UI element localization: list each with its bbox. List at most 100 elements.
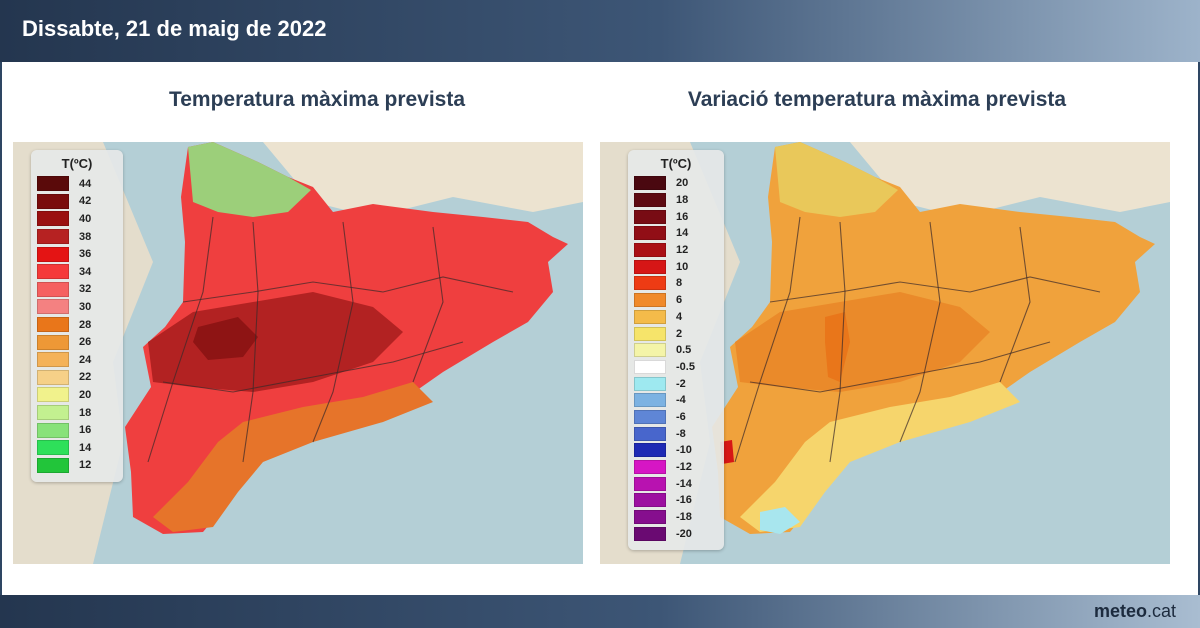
legend-value: -10 (676, 444, 692, 457)
map-temperature-variation: T(ºC) 20 18 16 14 12 10 8 6 4 2 0.5 -0.5 -2 -4 -6 -8 -10… (600, 142, 1170, 564)
brand-suffix: .cat (1146, 601, 1176, 621)
legend-swatch (634, 443, 666, 458)
legend-row: 40 (37, 210, 117, 228)
legend-row: 44 (37, 175, 117, 193)
legend-swatch (37, 193, 69, 209)
legend-title: T(ºC) (61, 156, 93, 171)
legend-value: 14 (79, 441, 92, 454)
inland-hot-area (148, 292, 403, 392)
legend-value: 30 (79, 300, 92, 313)
legend-swatch (634, 359, 666, 374)
legend-swatch (37, 299, 69, 315)
legend-row: 26 (37, 333, 117, 351)
legend-swatch (37, 176, 69, 192)
legend-swatch (634, 226, 666, 241)
legend-row: 16 (37, 421, 117, 439)
legend-row: -4 (634, 392, 718, 409)
legend-swatch (634, 409, 666, 424)
legend-swatch (37, 422, 69, 438)
legend-row: -6 (634, 409, 718, 426)
legend-swatch (634, 193, 666, 208)
legend-swatch (37, 229, 69, 245)
legend-value: 40 (79, 212, 92, 225)
content-frame: Temperatura màxima prevista Variació tem… (0, 62, 1200, 595)
legend-levels: 44 42 40 38 36 34 32 30 28 26 24 22 20 18 16 14 12 (37, 175, 117, 474)
lleida-hottest-area (193, 317, 258, 360)
legend-row: 30 (37, 298, 117, 316)
legend-row: 14 (634, 225, 718, 242)
legend-value: -18 (676, 511, 692, 524)
legend-value: 20 (676, 177, 689, 190)
legend-swatch (37, 281, 69, 297)
legend-row: 4 (634, 309, 718, 326)
legend-value: 26 (79, 336, 92, 349)
legend-row: 20 (37, 386, 117, 404)
legend-value: 24 (79, 353, 92, 366)
legend-swatch (634, 460, 666, 475)
legend-levels: 20 18 16 14 12 10 8 6 4 2 0.5 -0.5 -2 -4 -6 -8 -10 -12 -14… (634, 175, 718, 542)
legend-value: -14 (676, 477, 692, 490)
legend-value: 4 (676, 310, 683, 323)
date-title: Dissabte, 21 de maig de 2022 (22, 16, 327, 41)
legend-value: 6 (676, 294, 683, 307)
legend-swatch (634, 276, 666, 291)
legend-value: 42 (79, 195, 92, 208)
legend-row: 6 (634, 292, 718, 309)
legend-value: 18 (676, 194, 689, 207)
legend-row: 22 (37, 369, 117, 387)
legend-swatch (37, 264, 69, 280)
legend-value: 0.5 (676, 344, 692, 357)
legend-row: -20 (634, 525, 718, 542)
legend-max-temp: T(ºC) 44 42 40 38 36 34 32 30 28 26 24 22 20 18 16 14 12 (31, 150, 123, 483)
legend-swatch (37, 440, 69, 456)
legend-value: 22 (79, 371, 92, 384)
legend-swatch (37, 317, 69, 333)
legend-swatch (634, 176, 666, 191)
legend-row: 8 (634, 275, 718, 292)
legend-row: 12 (634, 242, 718, 259)
pyrenees-area (775, 142, 898, 217)
legend-value: 2 (676, 327, 683, 340)
legend-value: -20 (676, 527, 692, 540)
legend-row: 18 (634, 192, 718, 209)
legend-swatch (634, 493, 666, 508)
legend-swatch (634, 309, 666, 324)
brand-bold: meteo (1093, 601, 1147, 621)
land-north (850, 142, 1170, 217)
county-borders (734, 216, 1101, 463)
header-bar: Dissabte, 21 de maig de 2022 (0, 0, 1200, 62)
inland-strong-increase (825, 312, 850, 382)
legend-row: 14 (37, 439, 117, 457)
legend-value: -2 (676, 377, 686, 390)
legend-row: -8 (634, 425, 718, 442)
legend-row: 24 (37, 351, 117, 369)
legend-value: 8 (676, 277, 683, 290)
legend-swatch (37, 246, 69, 262)
legend-swatch (37, 369, 69, 385)
legend-swatch (634, 259, 666, 274)
legend-swatch (634, 209, 666, 224)
legend-value: 18 (79, 406, 92, 419)
legend-swatch (37, 334, 69, 350)
footer-bar: meteo.cat (0, 595, 1200, 628)
legend-row: 38 (37, 228, 117, 246)
legend-row: 12 (37, 457, 117, 475)
legend-value: 10 (676, 260, 689, 273)
legend-row: -10 (634, 442, 718, 459)
legend-swatch (634, 476, 666, 491)
legend-row: 16 (634, 208, 718, 225)
legend-value: -6 (676, 410, 686, 423)
legend-temp-variation: T(ºC) 20 18 16 14 12 10 8 6 4 2 0.5 -0.5 -2 -4 -6 -8 -10… (628, 150, 724, 551)
legend-swatch (634, 243, 666, 258)
brand-logo: meteo.cat (1094, 601, 1176, 622)
coastal-area (740, 382, 1020, 532)
map-max-temperature: T(ºC) 44 42 40 38 36 34 32 30 28 26 24 22 20 18 16 14 12 (13, 142, 583, 564)
legend-value: 36 (79, 248, 92, 261)
inland-area (735, 292, 990, 392)
legend-swatch (634, 393, 666, 408)
legend-value: 16 (676, 210, 689, 223)
legend-title: T(ºC) (660, 156, 692, 171)
legend-value: 34 (79, 265, 92, 278)
legend-row: -0.5 (634, 359, 718, 376)
legend-value: 28 (79, 318, 92, 331)
